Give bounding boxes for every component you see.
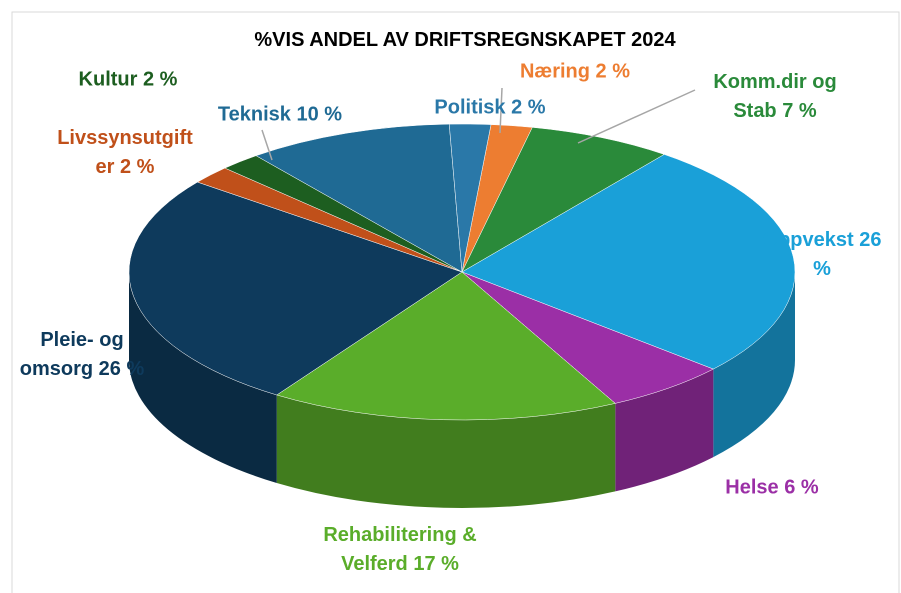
data-label: Livssynsutgifter 2 % xyxy=(57,127,193,178)
pie-slice xyxy=(461,127,665,273)
leader-line xyxy=(577,89,696,144)
pie-slice xyxy=(461,271,714,404)
leader-line xyxy=(261,129,273,161)
chart-frame xyxy=(11,11,900,593)
pie-slice xyxy=(128,181,463,396)
pie-slice xyxy=(276,271,616,421)
pie-slice-side xyxy=(615,369,714,492)
data-label: Komm.dir og Stab 7 % xyxy=(713,71,837,122)
data-label: Teknisk 10 % xyxy=(217,103,343,126)
leader-line xyxy=(499,87,503,134)
chart-title: %VIS ANDEL AV DRIFTSREGNSKAPET 2024 xyxy=(254,29,676,51)
data-label: Pleie- og omsorg 26 % xyxy=(19,329,145,380)
pie-slice-side xyxy=(276,394,616,509)
data-label: Næring 2 % xyxy=(519,60,631,83)
pie-slice-side xyxy=(129,272,277,483)
pie-slice xyxy=(255,123,463,273)
data-label: Kultur 2 % xyxy=(78,68,178,91)
pie-slice xyxy=(448,123,492,273)
pie-slice-side xyxy=(713,272,795,458)
pie-slice xyxy=(461,154,796,370)
data-label: Oppvekst 26 % xyxy=(762,229,882,280)
data-label: Rehabilitering & Velferd 17 % xyxy=(323,524,477,575)
pie xyxy=(128,123,796,509)
data-label: Politisk 2 % xyxy=(434,96,546,119)
data-label: Helse 6 % xyxy=(725,476,819,499)
